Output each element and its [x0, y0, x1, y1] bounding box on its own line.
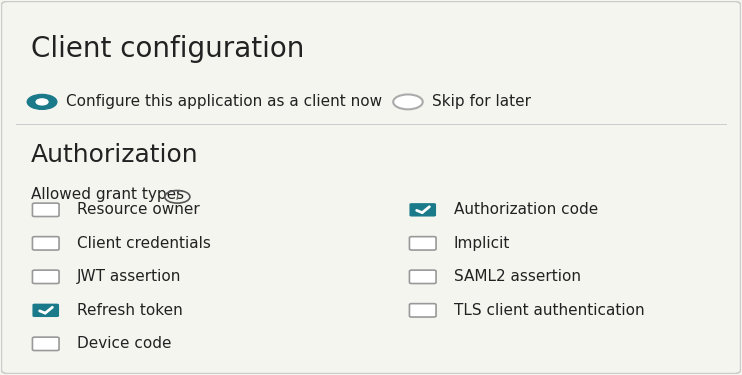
FancyBboxPatch shape [33, 270, 59, 284]
Text: Allowed grant types: Allowed grant types [31, 188, 184, 202]
FancyBboxPatch shape [410, 304, 436, 317]
Text: Client credentials: Client credentials [76, 236, 211, 251]
FancyBboxPatch shape [33, 337, 59, 351]
FancyBboxPatch shape [410, 203, 436, 216]
Text: Device code: Device code [76, 336, 171, 351]
Text: Resource owner: Resource owner [76, 202, 200, 217]
Text: Authorization: Authorization [31, 143, 199, 167]
Text: SAML2 assertion: SAML2 assertion [454, 269, 581, 284]
Text: JWT assertion: JWT assertion [76, 269, 181, 284]
Text: Implicit: Implicit [454, 236, 510, 251]
Text: Skip for later: Skip for later [432, 94, 531, 110]
Circle shape [27, 94, 57, 110]
FancyBboxPatch shape [33, 304, 59, 317]
Circle shape [393, 94, 423, 110]
FancyBboxPatch shape [410, 237, 436, 250]
Text: i: i [176, 192, 179, 202]
Text: Configure this application as a client now: Configure this application as a client n… [66, 94, 382, 110]
Text: Refresh token: Refresh token [76, 303, 183, 318]
FancyBboxPatch shape [410, 270, 436, 284]
FancyBboxPatch shape [33, 237, 59, 250]
Text: Authorization code: Authorization code [454, 202, 598, 217]
FancyBboxPatch shape [33, 203, 59, 216]
Text: TLS client authentication: TLS client authentication [454, 303, 644, 318]
Circle shape [36, 99, 48, 105]
Text: Client configuration: Client configuration [31, 35, 304, 63]
